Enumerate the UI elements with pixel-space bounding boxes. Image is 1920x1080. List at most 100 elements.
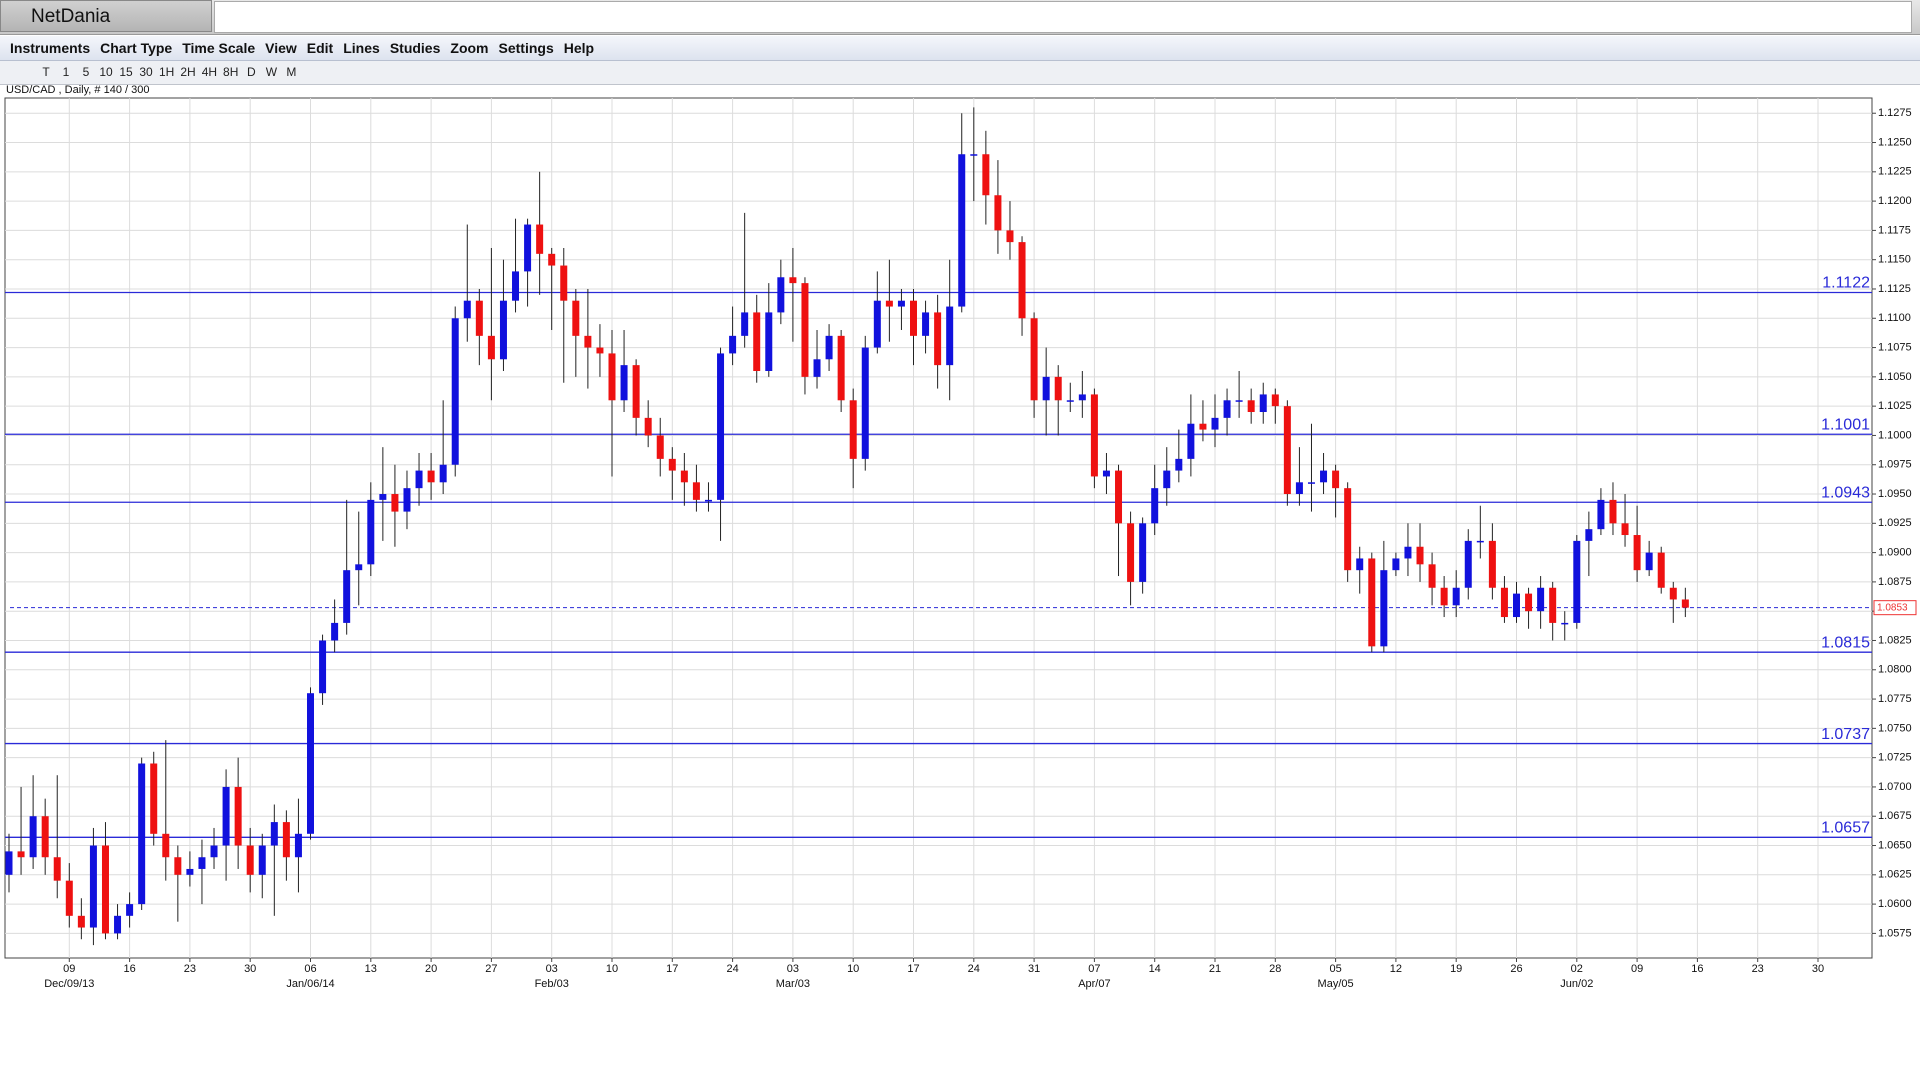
candle-body [29, 816, 37, 858]
x-tick-label: 21 [1209, 963, 1221, 975]
x-month-label: Feb/03 [535, 978, 569, 990]
candle-body [813, 359, 821, 377]
x-tick-label: 03 [546, 963, 558, 975]
y-tick-label: 1.1050 [1878, 371, 1912, 383]
last-price-box [1873, 600, 1917, 616]
candle-body [1368, 558, 1376, 647]
candle-body [1525, 593, 1533, 612]
candle-body [53, 857, 61, 881]
y-tick-label: 1.0875 [1878, 576, 1912, 588]
title-bar: NetDania FinanceChart [0, 0, 1920, 59]
candle-body [596, 347, 604, 354]
candle-body [246, 845, 254, 875]
x-tick-label: 07 [1088, 963, 1100, 975]
x-tick-label: 24 [968, 963, 980, 975]
timeframe-button[interactable]: W [265, 65, 278, 79]
menu-bar: Instruments Chart Type Time Scale View Edit L… [0, 36, 1920, 61]
candle-body [41, 816, 49, 858]
candle-body [1102, 470, 1110, 477]
candle-body [644, 417, 652, 436]
menu-item[interactable]: Chart Type [100, 40, 173, 56]
candle-body [1633, 535, 1641, 571]
candle-body [1392, 558, 1400, 571]
menu-item[interactable]: Edit [306, 40, 334, 56]
candle-body [391, 494, 399, 512]
candle-body [1561, 622, 1569, 625]
level-label: 1.0737 [1821, 726, 1870, 743]
menu-item[interactable]: Help [563, 40, 595, 56]
candle-body [1681, 599, 1689, 608]
candle-body [753, 312, 761, 371]
candle-body [692, 482, 700, 500]
timeframe-button[interactable]: 1 [62, 65, 70, 79]
menu-item[interactable]: Instruments [10, 40, 91, 56]
candle-body [222, 786, 230, 846]
timeframe-button[interactable]: 15 [119, 65, 133, 79]
y-tick-label: 1.0950 [1878, 488, 1912, 500]
timeframe-button[interactable]: 8H [223, 65, 239, 79]
candle-body [1066, 400, 1074, 402]
candle-body [427, 470, 435, 483]
x-tick-label: 27 [485, 963, 497, 975]
timeframe-button[interactable]: D [247, 65, 256, 79]
timeframe-button[interactable]: 1H [159, 65, 175, 79]
level-label: 1.1001 [1821, 416, 1870, 433]
x-tick-label: 23 [184, 963, 196, 975]
timeframe-button[interactable]: 30 [139, 65, 153, 79]
timeframe-button[interactable]: T [42, 65, 50, 79]
candle-body [475, 300, 483, 336]
candle-body [994, 195, 1002, 231]
candle-body [1500, 587, 1508, 618]
candle-body [1259, 394, 1267, 413]
candle-body [1271, 394, 1279, 407]
candle-body [1139, 523, 1147, 582]
menu-item[interactable]: Settings [498, 40, 554, 56]
candle-body [548, 253, 556, 266]
menu-item[interactable]: Zoom [450, 40, 489, 56]
candle-body [1187, 423, 1195, 459]
y-tick-label: 1.0900 [1878, 547, 1912, 559]
x-month-label: Jun/02 [1560, 978, 1593, 990]
candle-body [162, 833, 170, 858]
plot-area [4, 97, 1873, 959]
x-month-label: Mar/03 [776, 978, 810, 990]
y-tick-label: 1.0600 [1878, 898, 1912, 910]
candle-body [1380, 570, 1388, 647]
menu-item[interactable]: Time Scale [182, 40, 256, 56]
candle-body [319, 640, 327, 694]
y-tick-label: 1.1225 [1878, 166, 1912, 178]
timeframe-button[interactable]: 4H [201, 65, 218, 79]
candle-body [970, 154, 978, 156]
menu-item[interactable]: Lines [343, 40, 380, 56]
menu-item[interactable]: Studies [389, 40, 441, 56]
candle-body [1657, 552, 1665, 588]
candle-body [632, 365, 640, 418]
candle-body [729, 335, 737, 354]
timeframe-button[interactable]: M [286, 65, 297, 79]
candle-body [668, 458, 676, 471]
candle-body [1235, 400, 1243, 402]
chart-subtitle: USD/CAD , Daily, # 140 / 300 [6, 84, 149, 96]
candle-body [512, 271, 520, 301]
x-tick-label: 26 [1510, 963, 1522, 975]
x-month-label: Dec/09/13 [44, 978, 94, 990]
candle-body [1199, 423, 1207, 430]
menu-item[interactable]: View [265, 40, 297, 56]
y-tick-label: 1.0675 [1878, 810, 1912, 822]
timeframe-button[interactable]: 5 [82, 65, 90, 79]
candle-body [138, 763, 146, 905]
candle-body [150, 763, 158, 834]
x-tick-label: 20 [425, 963, 437, 975]
timeframe-button[interactable]: 10 [99, 65, 113, 79]
candle-body [415, 470, 423, 489]
y-tick-label: 1.1125 [1878, 283, 1911, 295]
candle-body [77, 915, 85, 928]
candle-body [307, 693, 314, 834]
candle-body [270, 822, 278, 846]
candle-body [608, 353, 616, 401]
title-field [214, 1, 1912, 33]
timeframe-button[interactable]: 2H [180, 65, 196, 79]
candle-body [1573, 540, 1581, 623]
